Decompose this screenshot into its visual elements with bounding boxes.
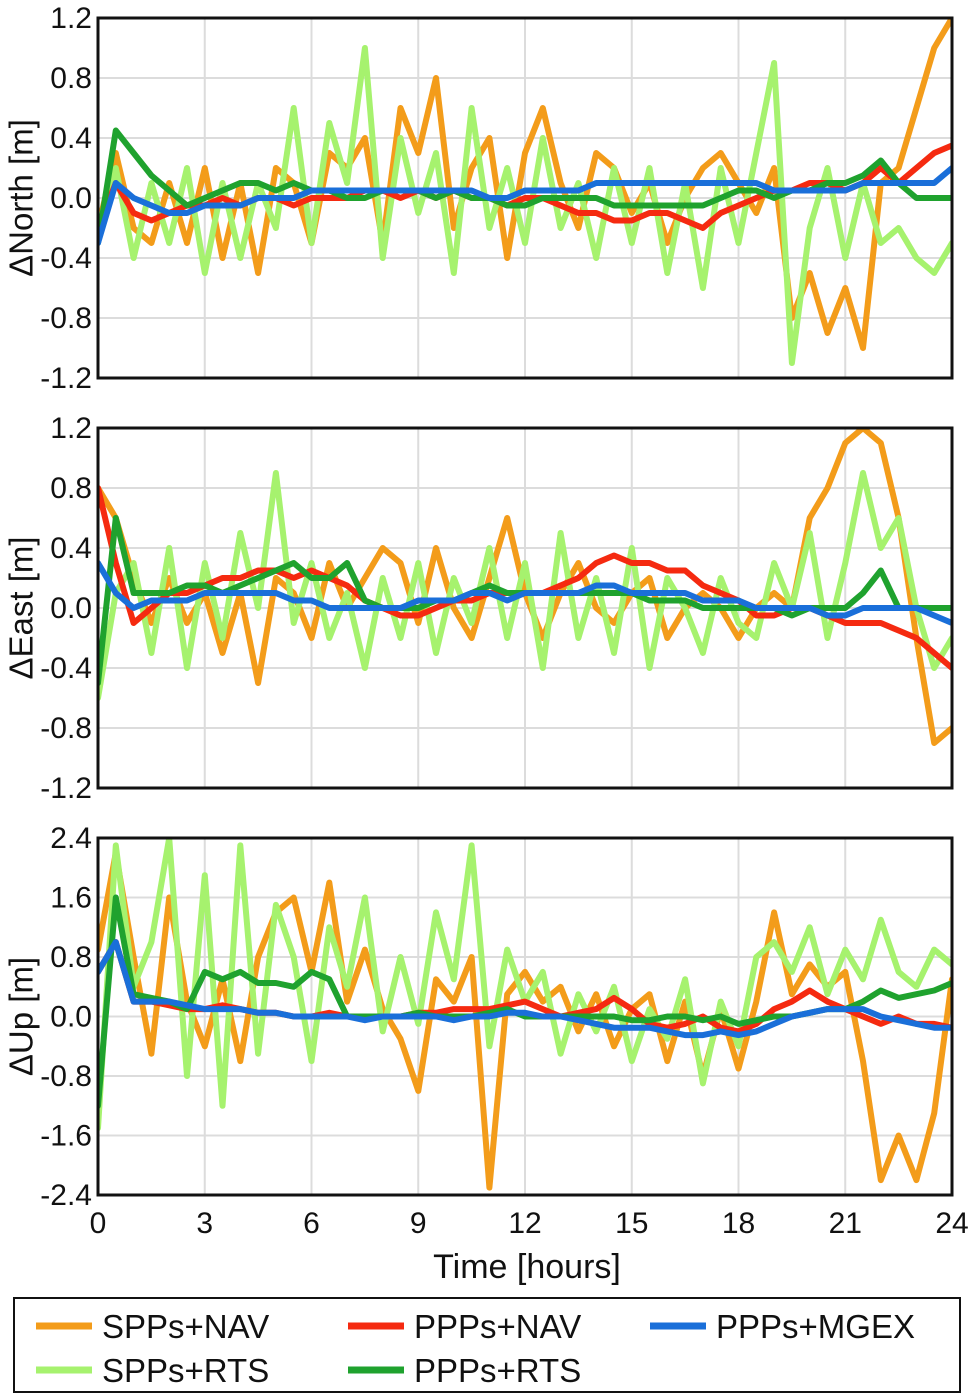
ytick-label: -0.4 <box>40 242 92 275</box>
ytick-label: 0.8 <box>50 472 92 505</box>
xtick-label: 9 <box>410 1207 427 1240</box>
ytick-label: -0.8 <box>40 712 92 745</box>
series-line-ppps-mgex <box>98 560 952 626</box>
panel-north: -1.2 -0.8 -0.4 0.0 0.4 0.8 1.2 ΔNorth [m] <box>3 2 954 395</box>
ytick-label: 0.8 <box>50 941 92 974</box>
axes-frame-east <box>96 426 954 790</box>
xtick-label: 12 <box>508 1207 541 1240</box>
legend-label: PPPs+NAV <box>414 1308 581 1345</box>
ytick-label: -1.6 <box>40 1120 92 1153</box>
xtick-label: 3 <box>196 1207 213 1240</box>
legend-label: SPPs+NAV <box>102 1308 269 1345</box>
ytick-label: 0.4 <box>50 122 92 155</box>
axes-frame-north <box>96 16 954 380</box>
xtick-label: 21 <box>829 1207 862 1240</box>
series-line-spps-rts <box>98 45 952 366</box>
series-line-spps-nav <box>98 849 952 1191</box>
series-up <box>98 838 952 1191</box>
axes-frame-up <box>96 836 954 1197</box>
ylabel-up: ΔUp [m] <box>3 957 40 1076</box>
ytick-label: 0.0 <box>50 182 92 215</box>
ytick-label: -1.2 <box>40 362 92 395</box>
ytick-label: -0.8 <box>40 302 92 335</box>
legend: SPPs+NAV PPPs+NAV PPPs+MGEX SPPs+RTS PPPs+RT… <box>13 1297 961 1393</box>
ytick-label: 0.4 <box>50 532 92 565</box>
ylabel-north: ΔNorth [m] <box>3 119 40 277</box>
yticks-north: -1.2 -0.8 -0.4 0.0 0.4 0.8 1.2 <box>40 2 92 395</box>
xtick-label: 15 <box>615 1207 648 1240</box>
ytick-label: 2.4 <box>50 822 92 855</box>
ytick-label: 0.0 <box>50 1001 92 1034</box>
legend-label: PPPs+MGEX <box>716 1308 915 1345</box>
legend-label: PPPs+RTS <box>414 1352 581 1389</box>
series-north <box>98 18 952 366</box>
series-line-ppps-mgex <box>98 165 952 246</box>
yticks-up: -2.4 -1.6 -0.8 0.0 0.8 1.6 2.4 <box>40 822 92 1212</box>
xtick-label: 0 <box>90 1207 107 1240</box>
xticks-up: 0 3 6 9 12 15 18 21 24 <box>90 1207 969 1240</box>
xtick-label: 18 <box>722 1207 755 1240</box>
yticks-east: -1.2 -0.8 -0.4 0.0 0.4 0.8 1.2 <box>40 412 92 805</box>
ytick-label: -1.2 <box>40 772 92 805</box>
ytick-label: 0.8 <box>50 62 92 95</box>
ytick-label: 0.0 <box>50 592 92 625</box>
panel-up: -2.4-1.6-0.80.00.81.62.4 0 3 6 9 12 15 18 21 24 … <box>3 822 969 1240</box>
series-line-ppps-mgex <box>98 939 952 1039</box>
panel-east: -1.2 -0.8 -0.4 0.0 0.4 0.8 1.2 ΔEast [m] <box>3 412 954 805</box>
ytick-label: 1.2 <box>50 412 92 445</box>
series-east <box>98 428 952 746</box>
xtick-label: 24 <box>935 1207 968 1240</box>
xlabel: Time [hours] <box>433 1248 621 1286</box>
ytick-label: -2.4 <box>40 1179 92 1212</box>
ytick-label: -0.4 <box>40 652 92 685</box>
legend-label: SPPs+RTS <box>102 1352 269 1389</box>
legend-box <box>13 1297 961 1393</box>
series-line-spps-rts <box>98 470 952 701</box>
ylabel-east: ΔEast [m] <box>3 536 40 679</box>
ytick-label: 1.6 <box>50 882 92 915</box>
ytick-label: -0.8 <box>40 1060 92 1093</box>
ytick-label: 1.2 <box>50 2 92 35</box>
xtick-label: 6 <box>303 1207 320 1240</box>
